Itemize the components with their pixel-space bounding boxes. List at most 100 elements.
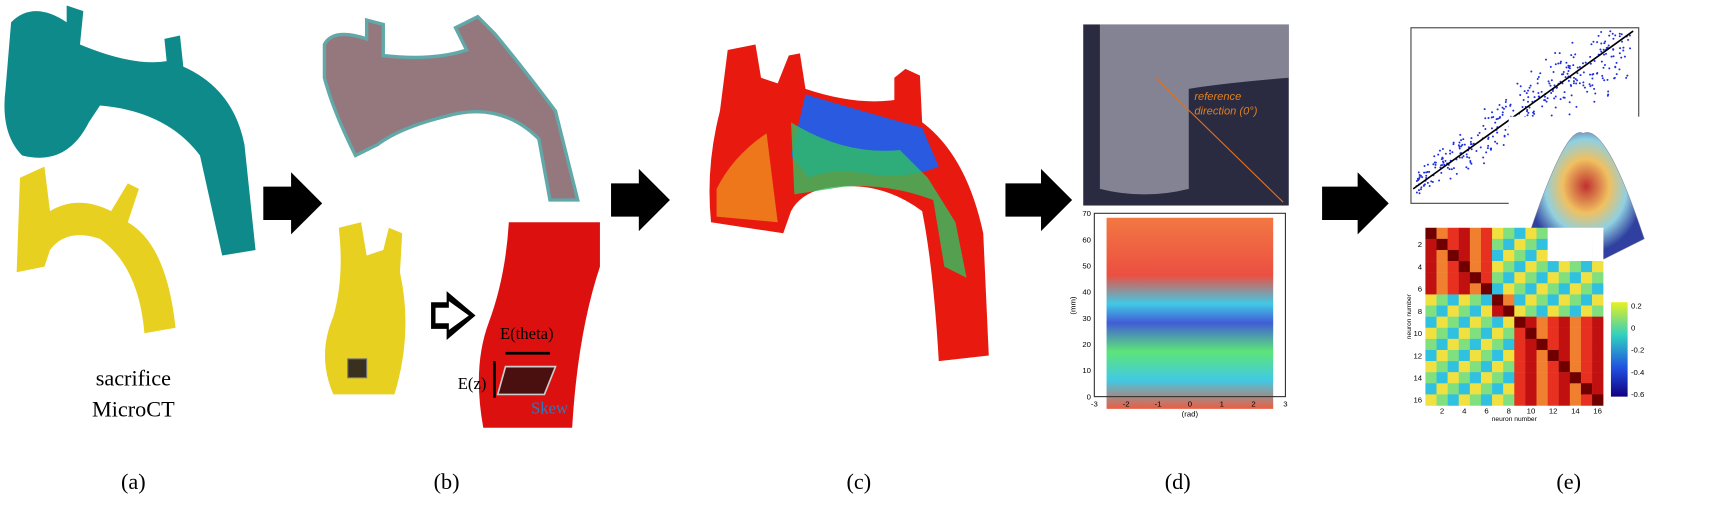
heatmap-cell — [1558, 394, 1571, 406]
heatmap-cell — [1436, 338, 1448, 351]
heatmap-cell — [1492, 238, 1504, 251]
heatmap-cell — [1558, 349, 1571, 362]
scatter-dot — [1619, 47, 1622, 50]
scatter-dot — [1550, 114, 1553, 117]
scatter-dot — [1602, 66, 1605, 69]
scatter-dot — [1496, 131, 1499, 134]
scatter-dot — [1612, 55, 1615, 58]
scatter-dot — [1423, 171, 1426, 174]
scatter-dot — [1574, 53, 1577, 56]
scatter-dot — [1614, 65, 1617, 68]
heatmap-cell — [1469, 372, 1482, 384]
scatter-dot — [1527, 96, 1530, 99]
scatter-dot — [1567, 69, 1570, 72]
scatter-dot — [1544, 58, 1547, 61]
heatmap-cell — [1569, 305, 1582, 317]
heatmap-cell — [1425, 294, 1437, 306]
scatter-dot — [1601, 77, 1604, 80]
heatmap-cell — [1436, 294, 1448, 306]
heatmap-cell — [1436, 394, 1448, 406]
scatter-dot — [1576, 79, 1579, 82]
heatmap-cell — [1525, 238, 1537, 251]
scatter-dot — [1595, 72, 1598, 75]
scatter-dot — [1440, 171, 1443, 174]
scatter-dot — [1529, 84, 1532, 87]
heatmap-cell — [1592, 249, 1604, 262]
scatter-dot — [1458, 145, 1461, 148]
scatter-dot — [1452, 141, 1455, 144]
heatmap-cell — [1436, 305, 1448, 317]
scatter-dot — [1548, 82, 1551, 85]
heatmap-cell — [1580, 283, 1593, 295]
scatter-dot — [1582, 71, 1585, 74]
heatmap-cell — [1592, 261, 1604, 273]
heatmap-cell — [1547, 227, 1559, 240]
heatmap-cell — [1447, 372, 1459, 384]
scatter-dot — [1622, 49, 1625, 52]
heatmap-cell — [1492, 349, 1504, 362]
scatter-dot — [1422, 184, 1425, 187]
scatter-dot — [1559, 60, 1562, 63]
scatter-dot — [1428, 185, 1431, 188]
scatter-dot — [1516, 82, 1519, 85]
scatter-dot — [1618, 52, 1621, 55]
scatter-dot — [1559, 98, 1562, 101]
heatmap-cell — [1425, 238, 1437, 251]
scatter-dot — [1536, 82, 1539, 85]
scatter-dot — [1504, 105, 1507, 108]
scatter-dot — [1496, 108, 1499, 111]
heatmap-cell — [1492, 283, 1504, 295]
scatter-dot — [1490, 127, 1493, 130]
scatter-dot — [1536, 77, 1539, 80]
scatter-dot — [1545, 100, 1548, 103]
heatmap-cell — [1480, 305, 1493, 317]
heatmap-cell — [1525, 361, 1537, 373]
scatter-dot — [1549, 65, 1552, 68]
heatmap-cell — [1514, 394, 1526, 406]
heatmap-cell — [1547, 261, 1559, 273]
scatter-dot — [1482, 124, 1485, 127]
scatter-dot — [1552, 70, 1555, 73]
x-tick-label: 10 — [1527, 406, 1536, 415]
scatter-dot — [1484, 117, 1487, 120]
scatter-dot — [1557, 62, 1560, 65]
scatter-dot — [1461, 143, 1464, 146]
scatter-dot — [1570, 85, 1573, 88]
heatmap-cell — [1447, 294, 1459, 306]
y-tick-label: 40 — [1082, 288, 1091, 297]
heatmap-cell — [1447, 238, 1459, 251]
heatmap-cell — [1425, 283, 1437, 295]
heatmap-cell — [1525, 394, 1537, 406]
y-tick-label: 60 — [1082, 235, 1091, 244]
scatter-dot — [1613, 77, 1616, 80]
arrows — [263, 168, 1389, 235]
scatter-dot — [1576, 66, 1579, 69]
heatmap-cell — [1569, 394, 1582, 406]
heatmap-cell — [1536, 272, 1548, 284]
heatmap-cell — [1525, 383, 1537, 395]
heatmap-cell — [1447, 283, 1459, 295]
heatmap-cell — [1425, 361, 1437, 373]
heatmap-cell — [1514, 327, 1526, 340]
vessel-map — [709, 44, 989, 362]
heatmap — [1425, 227, 1604, 406]
heatmap-cell — [1447, 361, 1459, 373]
heatmap-cell — [1447, 349, 1459, 362]
scatter-dot — [1527, 100, 1530, 103]
scatter-dot — [1441, 148, 1444, 151]
scatter-dot — [1564, 76, 1567, 79]
scatter-dot — [1600, 30, 1603, 33]
heatmap-cell — [1425, 272, 1437, 284]
y-tick-label: 70 — [1082, 209, 1091, 218]
panel-labels: (a) (b) (c) (d) (e) — [121, 469, 1581, 494]
scatter-dot — [1559, 62, 1562, 65]
heatmap-cell — [1580, 338, 1593, 351]
scatter-dot — [1418, 176, 1421, 179]
annotation: reference — [1194, 91, 1241, 103]
scatter-dot — [1502, 107, 1505, 110]
scatter-dot — [1505, 98, 1508, 101]
y-axis-label: (mm) — [1068, 296, 1077, 315]
map-mid — [791, 122, 967, 278]
scatter-dot — [1588, 83, 1591, 86]
heatmap-cell — [1480, 349, 1493, 362]
